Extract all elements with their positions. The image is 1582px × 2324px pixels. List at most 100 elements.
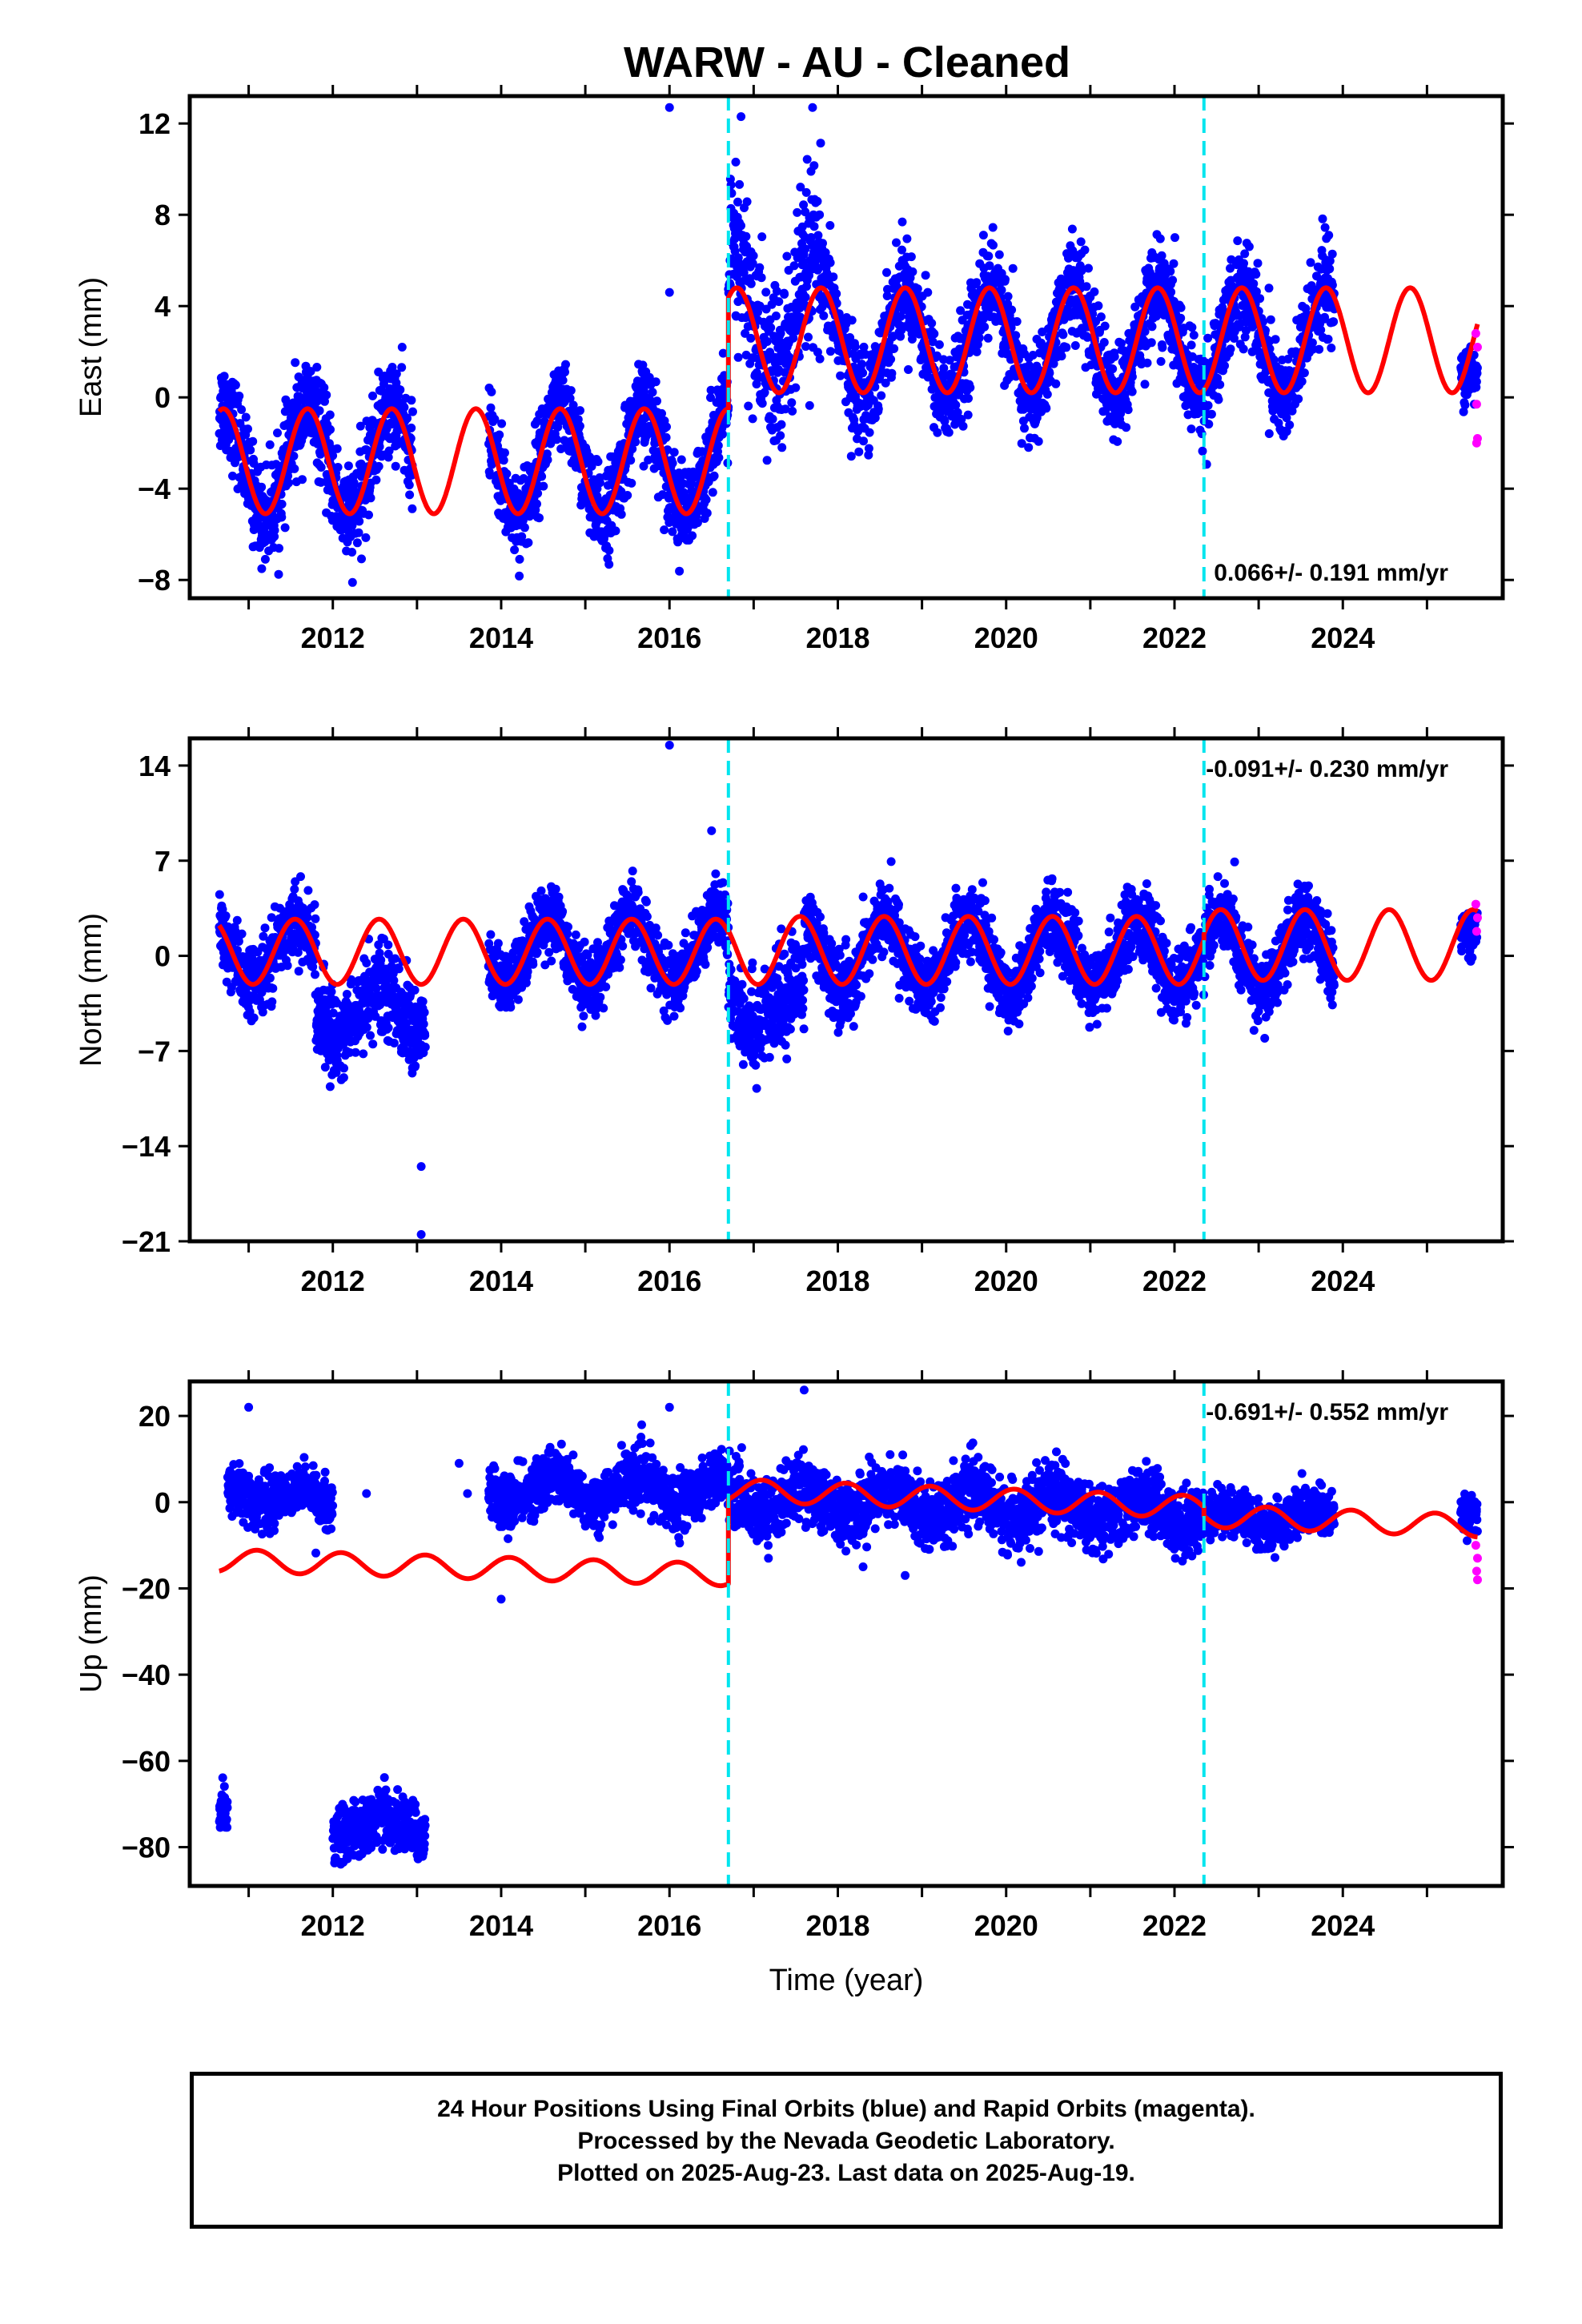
data-point bbox=[366, 1031, 375, 1040]
data-point bbox=[1240, 249, 1250, 259]
data-point bbox=[1156, 356, 1166, 366]
data-point bbox=[760, 388, 769, 397]
data-point bbox=[405, 490, 415, 500]
data-point bbox=[746, 333, 756, 343]
data-point bbox=[407, 396, 416, 405]
data-point bbox=[1076, 237, 1086, 247]
data-point bbox=[1108, 364, 1118, 374]
data-point bbox=[1283, 354, 1293, 364]
data-point bbox=[793, 207, 802, 217]
data-point bbox=[235, 392, 244, 400]
data-point bbox=[1313, 312, 1322, 322]
data-point bbox=[1099, 338, 1109, 347]
data-point bbox=[706, 393, 715, 402]
data-point bbox=[1001, 275, 1010, 284]
data-point bbox=[801, 244, 810, 254]
data-point bbox=[806, 233, 816, 242]
data-point bbox=[237, 929, 247, 939]
data-point bbox=[1062, 343, 1071, 352]
data-point bbox=[648, 388, 657, 397]
data-point bbox=[1297, 376, 1307, 386]
data-point bbox=[809, 222, 819, 231]
data-point bbox=[1084, 263, 1093, 273]
data-point bbox=[780, 290, 789, 299]
data-point bbox=[1186, 424, 1196, 434]
data-point bbox=[486, 403, 496, 412]
data-point bbox=[277, 500, 287, 509]
data-point bbox=[391, 954, 400, 963]
data-point bbox=[359, 1049, 368, 1059]
data-point bbox=[411, 1061, 420, 1071]
data-point bbox=[928, 337, 938, 347]
data-point bbox=[368, 391, 377, 400]
data-point bbox=[789, 261, 799, 271]
data-point bbox=[757, 273, 766, 283]
data-point bbox=[257, 564, 267, 573]
data-point bbox=[870, 413, 880, 423]
data-point bbox=[1226, 263, 1235, 273]
data-point bbox=[1151, 312, 1161, 321]
data-point bbox=[958, 421, 968, 431]
data-point bbox=[660, 525, 669, 535]
data-point bbox=[1207, 409, 1216, 419]
data-point bbox=[1042, 389, 1052, 399]
data-point bbox=[1166, 287, 1176, 297]
data-point bbox=[510, 545, 520, 555]
data-point bbox=[383, 940, 393, 950]
data-point bbox=[897, 245, 906, 255]
data-point bbox=[913, 284, 922, 294]
data-point bbox=[362, 959, 371, 967]
data-point bbox=[847, 316, 857, 325]
data-point bbox=[718, 348, 728, 358]
data-point bbox=[1024, 443, 1034, 452]
data-point bbox=[237, 405, 247, 414]
data-point bbox=[1186, 340, 1196, 350]
data-point bbox=[1198, 446, 1207, 456]
data-point bbox=[552, 435, 561, 444]
x-tick-label: 2014 bbox=[469, 621, 533, 654]
data-point bbox=[1110, 352, 1119, 361]
data-point bbox=[1169, 259, 1178, 268]
data-point bbox=[749, 251, 758, 260]
data-point bbox=[1266, 315, 1275, 324]
data-point bbox=[956, 306, 966, 316]
data-point bbox=[347, 548, 357, 557]
data-point bbox=[234, 937, 243, 946]
data-point bbox=[326, 424, 335, 434]
data-point bbox=[836, 371, 845, 380]
data-point bbox=[776, 328, 785, 338]
data-point bbox=[1157, 251, 1166, 260]
data-point bbox=[733, 197, 742, 207]
data-point bbox=[774, 297, 784, 307]
data-point bbox=[804, 332, 813, 342]
data-point bbox=[533, 489, 543, 498]
data-point bbox=[714, 453, 724, 462]
data-point bbox=[387, 363, 397, 372]
data-point bbox=[771, 312, 781, 320]
data-point bbox=[1117, 339, 1126, 348]
data-point bbox=[964, 394, 973, 403]
x-tick-label: 2012 bbox=[301, 621, 365, 654]
data-point bbox=[339, 1063, 348, 1073]
data-point bbox=[1075, 277, 1085, 287]
data-point bbox=[218, 905, 227, 914]
y-axis-label: East (mm) bbox=[74, 277, 108, 417]
data-point bbox=[604, 560, 614, 569]
data-point bbox=[739, 268, 749, 277]
outlier-point bbox=[665, 287, 674, 297]
data-point bbox=[777, 443, 787, 452]
data-point bbox=[351, 1047, 360, 1057]
data-point bbox=[755, 263, 765, 272]
data-point bbox=[892, 238, 901, 247]
data-point bbox=[1155, 234, 1165, 243]
data-point bbox=[873, 404, 883, 414]
data-point bbox=[1315, 344, 1324, 354]
data-point bbox=[1034, 436, 1043, 446]
data-point bbox=[1251, 270, 1261, 279]
data-point bbox=[270, 525, 279, 535]
data-point bbox=[1239, 259, 1248, 268]
data-point bbox=[1140, 380, 1150, 389]
data-point bbox=[1168, 275, 1178, 285]
x-tick-label: 2016 bbox=[637, 621, 701, 654]
